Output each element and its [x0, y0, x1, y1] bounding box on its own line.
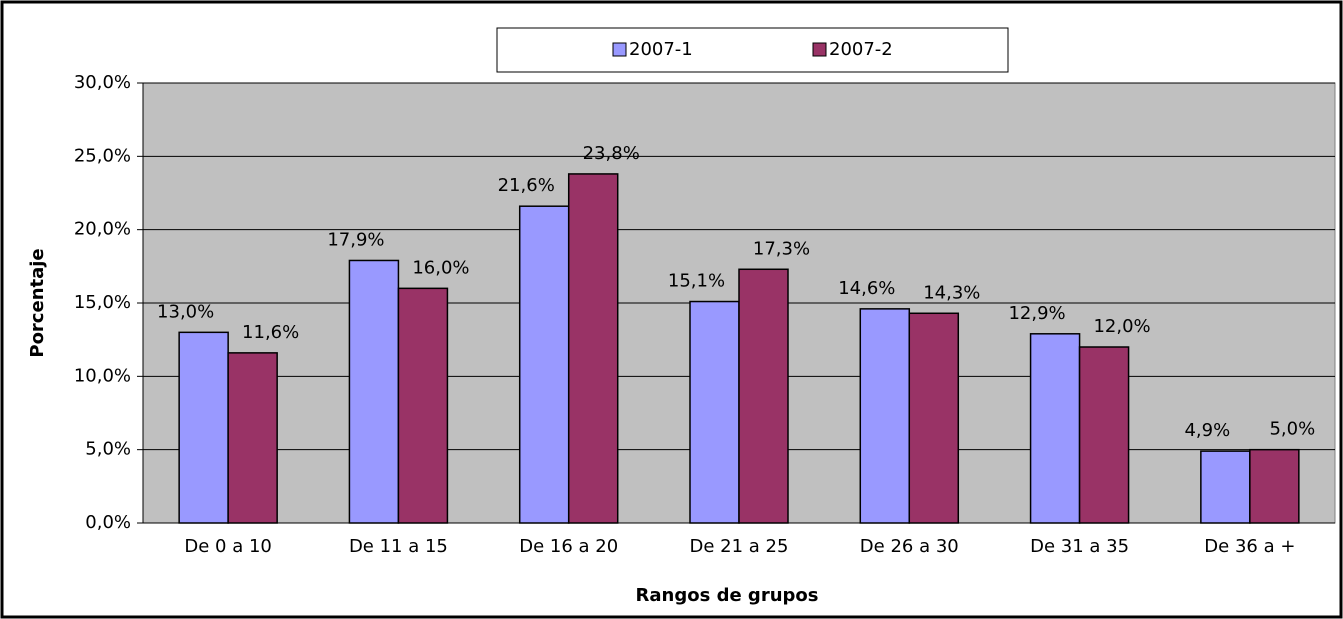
bar — [567, 173, 619, 524]
bar — [227, 352, 278, 524]
x-axis-title: Rangos de grupos — [636, 585, 819, 606]
x-tick-label: De 31 a 35 — [1030, 536, 1129, 557]
x-tick-label: De 21 a 25 — [690, 536, 789, 557]
x-tick-label: De 16 a 20 — [519, 536, 618, 557]
value-label: 14,6% — [838, 278, 895, 299]
value-label: 14,3% — [923, 282, 980, 303]
y-tick-label: 20,0% — [74, 219, 131, 240]
value-label: 21,6% — [498, 175, 555, 196]
legend — [496, 27, 1009, 73]
value-label: 17,3% — [753, 238, 810, 259]
bar — [397, 287, 449, 524]
legend-swatch — [612, 42, 627, 57]
bar — [1029, 333, 1081, 524]
y-tick-label: 25,0% — [74, 145, 131, 166]
bar — [908, 312, 960, 524]
x-tick-label: De 11 a 15 — [349, 536, 448, 557]
bar — [518, 205, 570, 524]
bar — [1200, 450, 1251, 524]
bar — [178, 331, 229, 524]
y-tick-label: 0,0% — [85, 512, 131, 533]
value-label: 4,9% — [1184, 420, 1230, 441]
x-tick-label: De 36 a + — [1204, 536, 1295, 557]
bar — [738, 268, 789, 524]
bar — [1078, 346, 1130, 524]
legend-swatch — [812, 42, 827, 57]
value-label: 5,0% — [1269, 419, 1315, 440]
value-label: 12,9% — [1008, 303, 1065, 324]
bar — [1249, 448, 1300, 524]
y-tick-label: 10,0% — [74, 365, 131, 386]
x-tick-label: De 0 a 10 — [184, 536, 272, 557]
value-label: 13,0% — [157, 301, 214, 322]
y-tick-label: 15,0% — [74, 292, 131, 313]
x-tick-label: De 26 a 30 — [860, 536, 959, 557]
bar — [859, 308, 911, 524]
legend-label: 2007-1 — [629, 39, 693, 60]
y-axis-title: Porcentaje — [27, 248, 48, 357]
y-tick-label: 5,0% — [85, 439, 131, 460]
value-label: 23,8% — [583, 143, 640, 164]
legend-label: 2007-2 — [829, 39, 893, 60]
value-label: 16,0% — [412, 257, 469, 278]
y-tick-label: 30,0% — [74, 72, 131, 93]
value-label: 15,1% — [668, 271, 725, 292]
value-label: 12,0% — [1093, 316, 1150, 337]
bar — [689, 300, 740, 524]
value-label: 11,6% — [242, 322, 299, 343]
bar — [348, 259, 400, 524]
value-label: 17,9% — [327, 229, 384, 250]
